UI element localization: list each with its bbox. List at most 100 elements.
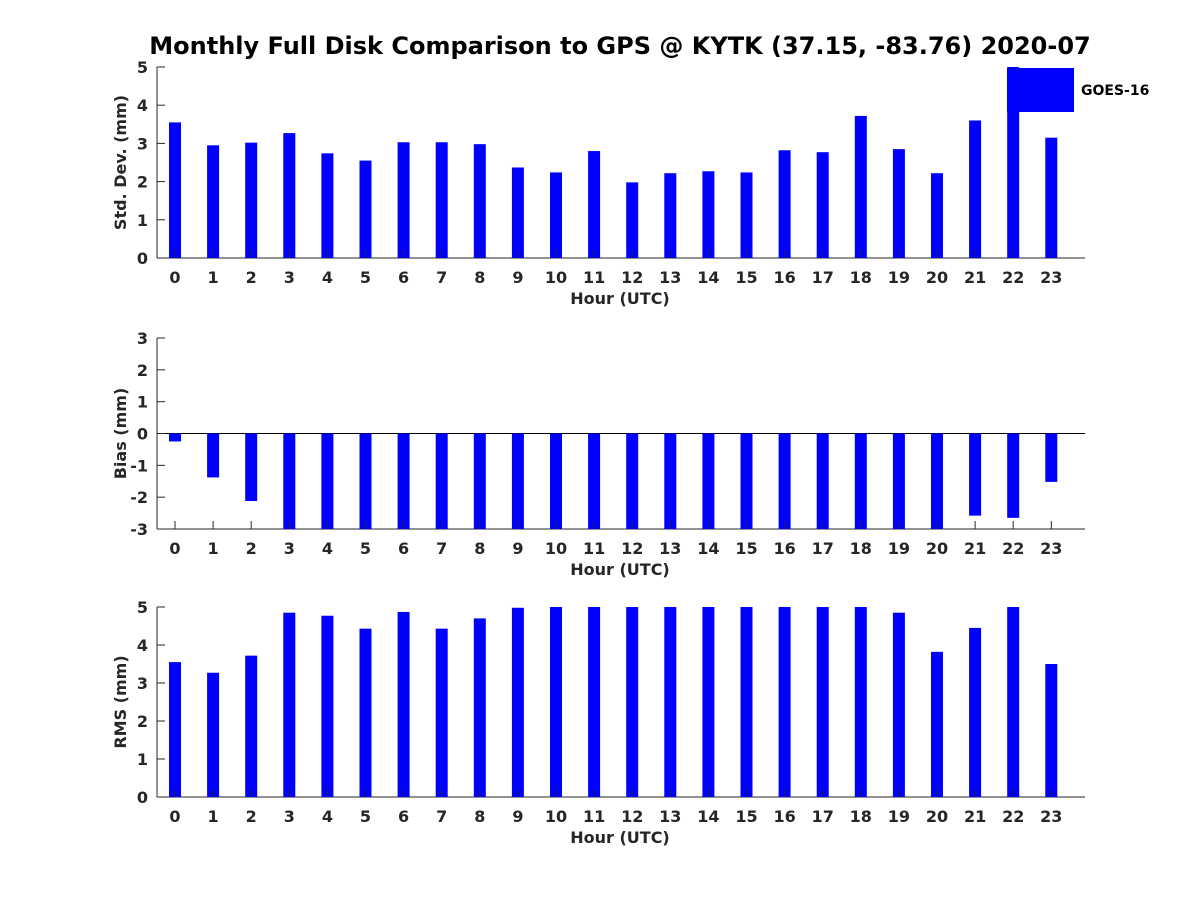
bar (511, 607, 524, 797)
bar (245, 655, 258, 797)
x-tick-label: 0 (169, 268, 180, 287)
x-tick-label: 21 (964, 807, 986, 826)
bar (359, 433, 372, 529)
bar (702, 171, 715, 258)
bar (550, 172, 562, 258)
bar (931, 433, 943, 529)
y-axis-label: Std. Dev. (mm) (111, 95, 130, 230)
x-tick-label: 0 (169, 807, 180, 826)
x-tick-label: 20 (926, 268, 948, 287)
bar (969, 433, 982, 516)
bar (473, 144, 486, 258)
x-tick-label: 9 (512, 268, 523, 287)
y-tick-label: -1 (130, 456, 148, 475)
x-tick-label: 22 (1002, 539, 1024, 558)
bar (969, 120, 982, 258)
bar (207, 433, 220, 478)
bar (816, 152, 829, 258)
x-tick-label: 22 (1002, 268, 1024, 287)
bar (1045, 433, 1058, 482)
bar (664, 173, 677, 258)
y-tick-label: 0 (137, 788, 148, 807)
x-tick-label: 1 (208, 268, 219, 287)
x-tick-label: 11 (583, 539, 605, 558)
bar (169, 122, 181, 258)
bar (245, 433, 258, 501)
bar (1007, 67, 1020, 258)
x-tick-label: 20 (926, 539, 948, 558)
bar (359, 160, 372, 258)
x-tick-label: 4 (322, 268, 333, 287)
bar (854, 607, 867, 797)
x-tick-label: 18 (850, 539, 872, 558)
y-tick-label: 5 (137, 598, 148, 617)
bar (473, 618, 486, 797)
bar (702, 433, 715, 529)
x-tick-label: 3 (284, 539, 295, 558)
bar (1045, 664, 1058, 797)
x-tick-label: 16 (773, 268, 795, 287)
x-tick-label: 14 (697, 807, 719, 826)
bar (169, 433, 181, 442)
y-tick-label: -2 (130, 488, 148, 507)
bar (321, 433, 334, 529)
x-tick-label: 1 (208, 807, 219, 826)
x-tick-label: 8 (474, 539, 485, 558)
x-tick-label: 21 (964, 268, 986, 287)
x-tick-label: 5 (360, 268, 371, 287)
bar (588, 433, 601, 529)
x-tick-label: 18 (850, 807, 872, 826)
x-tick-label: 13 (659, 539, 681, 558)
y-tick-label: 2 (137, 361, 148, 380)
x-tick-label: 23 (1040, 807, 1062, 826)
y-tick-label: 3 (137, 134, 148, 153)
x-tick-label: 20 (926, 807, 948, 826)
bar (664, 433, 677, 529)
bar (854, 115, 867, 259)
x-tick-label: 12 (621, 807, 643, 826)
bar (359, 628, 372, 797)
bar (1007, 607, 1020, 797)
x-tick-label: 6 (398, 268, 409, 287)
y-tick-label: 3 (137, 329, 148, 348)
x-tick-label: 17 (812, 539, 834, 558)
bar (283, 133, 296, 258)
bar (397, 433, 410, 529)
x-tick-label: 19 (888, 268, 910, 287)
x-tick-label: 0 (169, 539, 180, 558)
bar (397, 611, 410, 797)
bar (778, 150, 791, 258)
y-tick-label: 4 (137, 636, 148, 655)
bar (740, 433, 753, 529)
y-tick-label: 2 (137, 173, 148, 192)
legend: GOES-16 (1007, 68, 1149, 112)
bar (321, 615, 334, 797)
bar (778, 607, 791, 797)
x-tick-label: 5 (360, 807, 371, 826)
y-tick-label: 0 (137, 249, 148, 268)
x-tick-label: 15 (735, 539, 757, 558)
bar (702, 607, 715, 797)
bar (283, 612, 296, 797)
x-tick-label: 7 (436, 539, 447, 558)
x-tick-label: 16 (773, 539, 795, 558)
x-tick-label: 1 (208, 539, 219, 558)
y-tick-label: 4 (137, 96, 148, 115)
x-tick-label: 23 (1040, 539, 1062, 558)
y-tick-label: 1 (137, 211, 148, 230)
bar (435, 628, 448, 797)
x-axis-label: Hour (UTC) (570, 828, 670, 847)
x-tick-label: 16 (773, 807, 795, 826)
bar (740, 172, 753, 258)
x-tick-label: 21 (964, 539, 986, 558)
x-tick-label: 19 (888, 539, 910, 558)
bar (207, 672, 220, 797)
x-tick-label: 18 (850, 268, 872, 287)
x-tick-label: 11 (583, 268, 605, 287)
bar (207, 145, 220, 258)
x-tick-label: 2 (246, 268, 257, 287)
x-tick-label: 19 (888, 807, 910, 826)
